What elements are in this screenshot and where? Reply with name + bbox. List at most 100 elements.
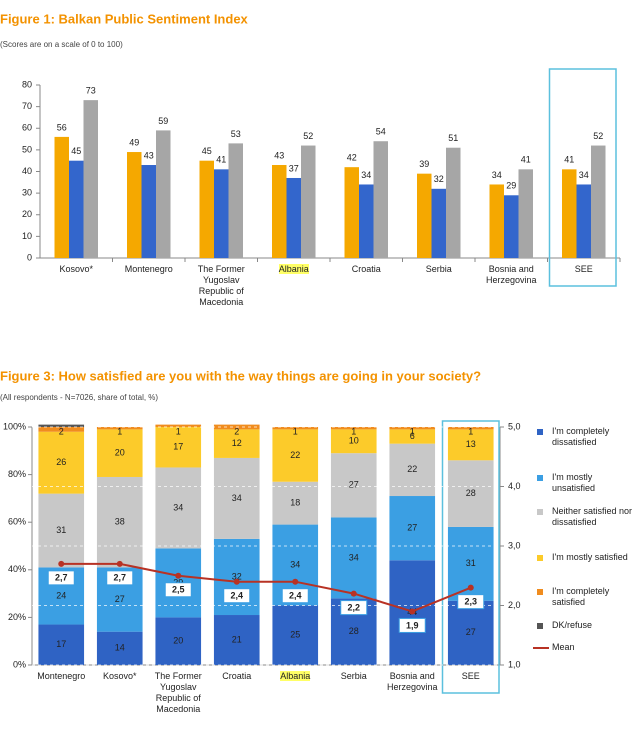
legend-label: Mean: [552, 642, 634, 653]
y-tick-label: 20%: [8, 612, 26, 622]
mean-label-bg: [223, 588, 251, 604]
legend-label: Neither satisfied nor dissatisfied: [552, 506, 634, 528]
data-label: 34: [361, 170, 371, 180]
bar-segment: [155, 427, 202, 468]
bar-segment: [96, 631, 143, 665]
data-label: 52: [593, 131, 603, 141]
legend-label-text: I'm mostly satisfied: [552, 552, 628, 562]
data-label: 34: [492, 170, 502, 180]
x-tick-label-text: Bosnia and Herzegovina: [485, 264, 537, 285]
legend-label-text: I'm completely dissatisfied: [552, 426, 610, 447]
legend-label-box: I'm completely satisfied: [552, 586, 609, 607]
legend-label-text: Mean: [552, 642, 575, 652]
x-tick-label: Montenegro: [28, 671, 95, 682]
x-tick-label-box: The Former Yugoslav Republic of Macedoni…: [197, 264, 245, 307]
mean-label: 2,7: [55, 573, 68, 583]
data-label: 1: [293, 426, 298, 436]
x-tick-label-text: Serbia: [340, 671, 367, 681]
data-label: 18: [290, 498, 300, 508]
y-tick-label: 80: [22, 79, 32, 89]
data-label: 34: [579, 170, 589, 180]
bar: [417, 173, 432, 258]
x-tick-label-box: Montenegro: [125, 264, 173, 274]
x-tick-label-box: Bosnia and Herzegovina: [387, 671, 438, 692]
y-tick-label: 70: [22, 101, 32, 111]
y-tick-label: 30: [22, 188, 32, 198]
data-label: 1: [117, 426, 122, 436]
bar-segment: [155, 617, 202, 665]
data-label: 10: [349, 436, 359, 446]
chart-title: Figure 1: Balkan Public Sentiment Index: [0, 11, 249, 26]
x-tick-label-text: Kosovo*: [59, 264, 94, 274]
data-label: 21: [232, 634, 242, 644]
data-label: 53: [231, 129, 241, 139]
data-label: 43: [144, 150, 154, 160]
x-tick-label: SEE: [548, 264, 621, 275]
data-label: 37: [289, 163, 299, 173]
x-tick-label-text: The Former Yugoslav Republic of Macedoni…: [197, 264, 245, 307]
bar-segment: [155, 424, 202, 427]
mean-label-bg: [457, 594, 485, 610]
data-label: 22: [407, 464, 417, 474]
x-tick-label-text: Kosovo*: [102, 671, 137, 681]
bar-segment: [447, 600, 494, 665]
mean-marker: [116, 560, 123, 567]
legend-swatch: [537, 429, 543, 435]
mean-label: 1,9: [406, 620, 419, 630]
bar: [359, 184, 374, 258]
legend-label-text: DK/refuse: [552, 620, 593, 630]
y-tick-label: 100%: [3, 421, 26, 431]
data-label: 2: [234, 426, 239, 436]
data-label: 34: [173, 502, 183, 512]
y-tick-label: 0%: [13, 659, 26, 669]
legend-label-box: Mean: [552, 642, 634, 653]
bar: [446, 147, 461, 258]
y-tick-label: 10: [22, 231, 32, 241]
bar-segment: [272, 429, 319, 482]
x-tick-label: Croatia: [330, 264, 403, 275]
mean-label: 2,4: [289, 591, 302, 601]
mean-marker: [175, 572, 182, 579]
data-label: 41: [216, 155, 226, 165]
bar: [54, 136, 69, 258]
bar: [228, 143, 243, 258]
mean-label-bg: [47, 570, 75, 586]
legend-label: I'm mostly satisfied: [552, 552, 634, 563]
data-label: 31: [466, 558, 476, 568]
legend-label-box: I'm mostly satisfied: [552, 552, 634, 563]
y-tick-label: 60: [22, 123, 32, 133]
bar: [518, 169, 533, 258]
y2-tick-label: 2,0: [508, 600, 521, 610]
bar: [214, 169, 229, 258]
data-label: 34: [232, 493, 242, 503]
data-label: 43: [274, 150, 284, 160]
data-label: 1: [468, 426, 473, 436]
data-label: 27: [115, 594, 125, 604]
bar: [489, 184, 504, 258]
data-label: 45: [202, 146, 212, 156]
data-label: 31: [56, 525, 66, 535]
legend-swatch: [537, 589, 543, 595]
x-tick-label-box: Croatia: [330, 264, 403, 275]
bar: [83, 100, 98, 258]
x-tick-label: The Former Yugoslav Republic of Macedoni…: [145, 671, 212, 715]
mean-marker: [58, 560, 65, 567]
bar-segment: [389, 496, 436, 561]
legend-label: DK/refuse: [552, 620, 634, 631]
mean-label: 2,3: [464, 597, 477, 607]
highlight-box: [548, 68, 617, 287]
mean-marker: [409, 608, 416, 615]
mean-label-bg: [164, 582, 192, 598]
data-label: 39: [419, 159, 429, 169]
x-tick-label-box: Kosovo*: [59, 264, 94, 274]
y-tick-label: 50: [22, 144, 32, 154]
data-label: 59: [158, 116, 168, 126]
data-label: 1: [351, 426, 356, 436]
x-tick-label-text: SEE: [574, 264, 593, 274]
mean-marker: [292, 578, 299, 585]
x-tick-label-box: Serbia: [340, 671, 367, 681]
bar: [344, 167, 359, 258]
y-tick-label: 40%: [8, 564, 26, 574]
legend-swatch: [537, 509, 543, 515]
data-label: 20: [115, 448, 125, 458]
